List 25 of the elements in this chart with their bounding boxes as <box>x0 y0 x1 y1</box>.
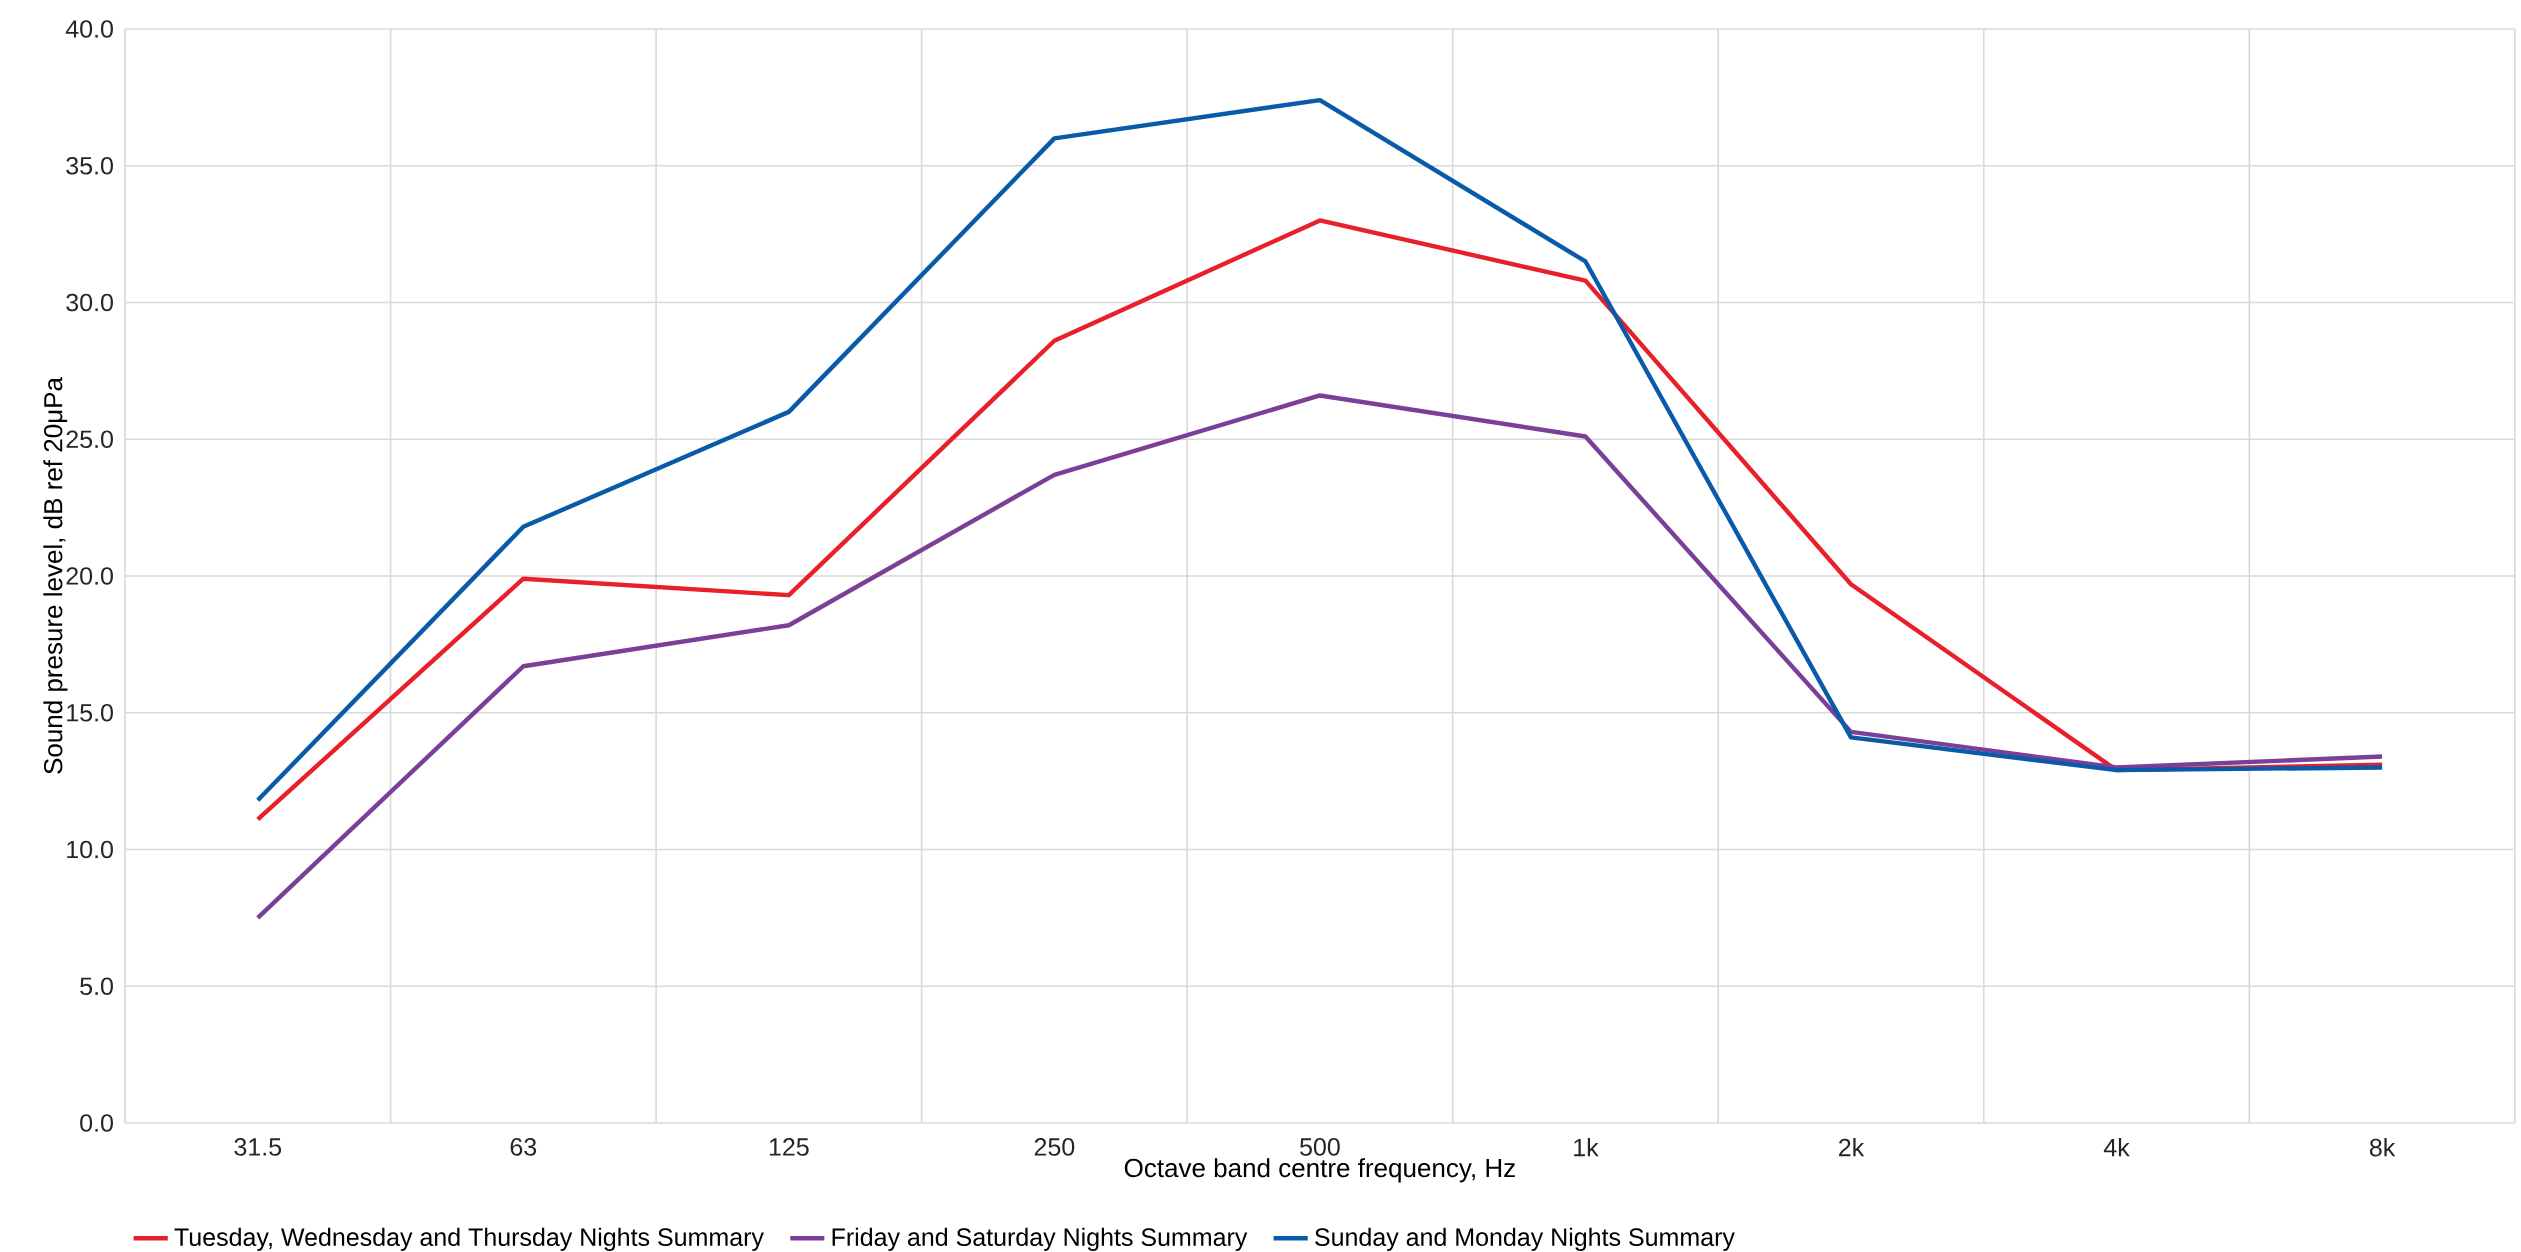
legend-label: Friday and Saturday Nights Summary <box>832 1227 1248 1251</box>
x-tick-label: 8k <box>2369 1138 2396 1157</box>
x-tick-label: 2k <box>1839 1138 1865 1157</box>
y-tick-label: 35.0 <box>66 156 113 175</box>
line-series <box>255 393 2385 921</box>
y-tick-label: 15.0 <box>67 703 113 722</box>
legend-label: Tuesday, Wednesday and Thursday Nights Summary <box>174 1227 764 1251</box>
y-tick-label: 30.0 <box>66 293 113 312</box>
y-tick-label: 40.0 <box>65 20 113 38</box>
x-tick-label: 1k <box>1574 1138 1599 1157</box>
line-series <box>255 97 2385 803</box>
line-series <box>255 218 2385 822</box>
x-tick-label: 31.5 <box>234 1138 282 1156</box>
x-tick-label: 250 <box>1034 1138 1075 1156</box>
x-axis-title: Octave band centre frequency, Hz <box>1124 1158 1515 1183</box>
y-tick-label: 20.0 <box>66 567 113 585</box>
x-tick-label: 500 <box>1300 1138 1340 1156</box>
x-tick-label: 4k <box>2103 1138 2130 1157</box>
y-tick-label: 10.0 <box>67 840 113 859</box>
y-tick-label: 25.0 <box>66 430 113 449</box>
x-tick-label: 63 <box>510 1138 537 1156</box>
legend-label: Sunday and Monday Nights Summary <box>1315 1227 1735 1251</box>
y-tick-label: 0.0 <box>80 1114 113 1132</box>
y-tick-label: 5.0 <box>80 977 113 996</box>
x-tick-label: 125 <box>769 1138 809 1156</box>
